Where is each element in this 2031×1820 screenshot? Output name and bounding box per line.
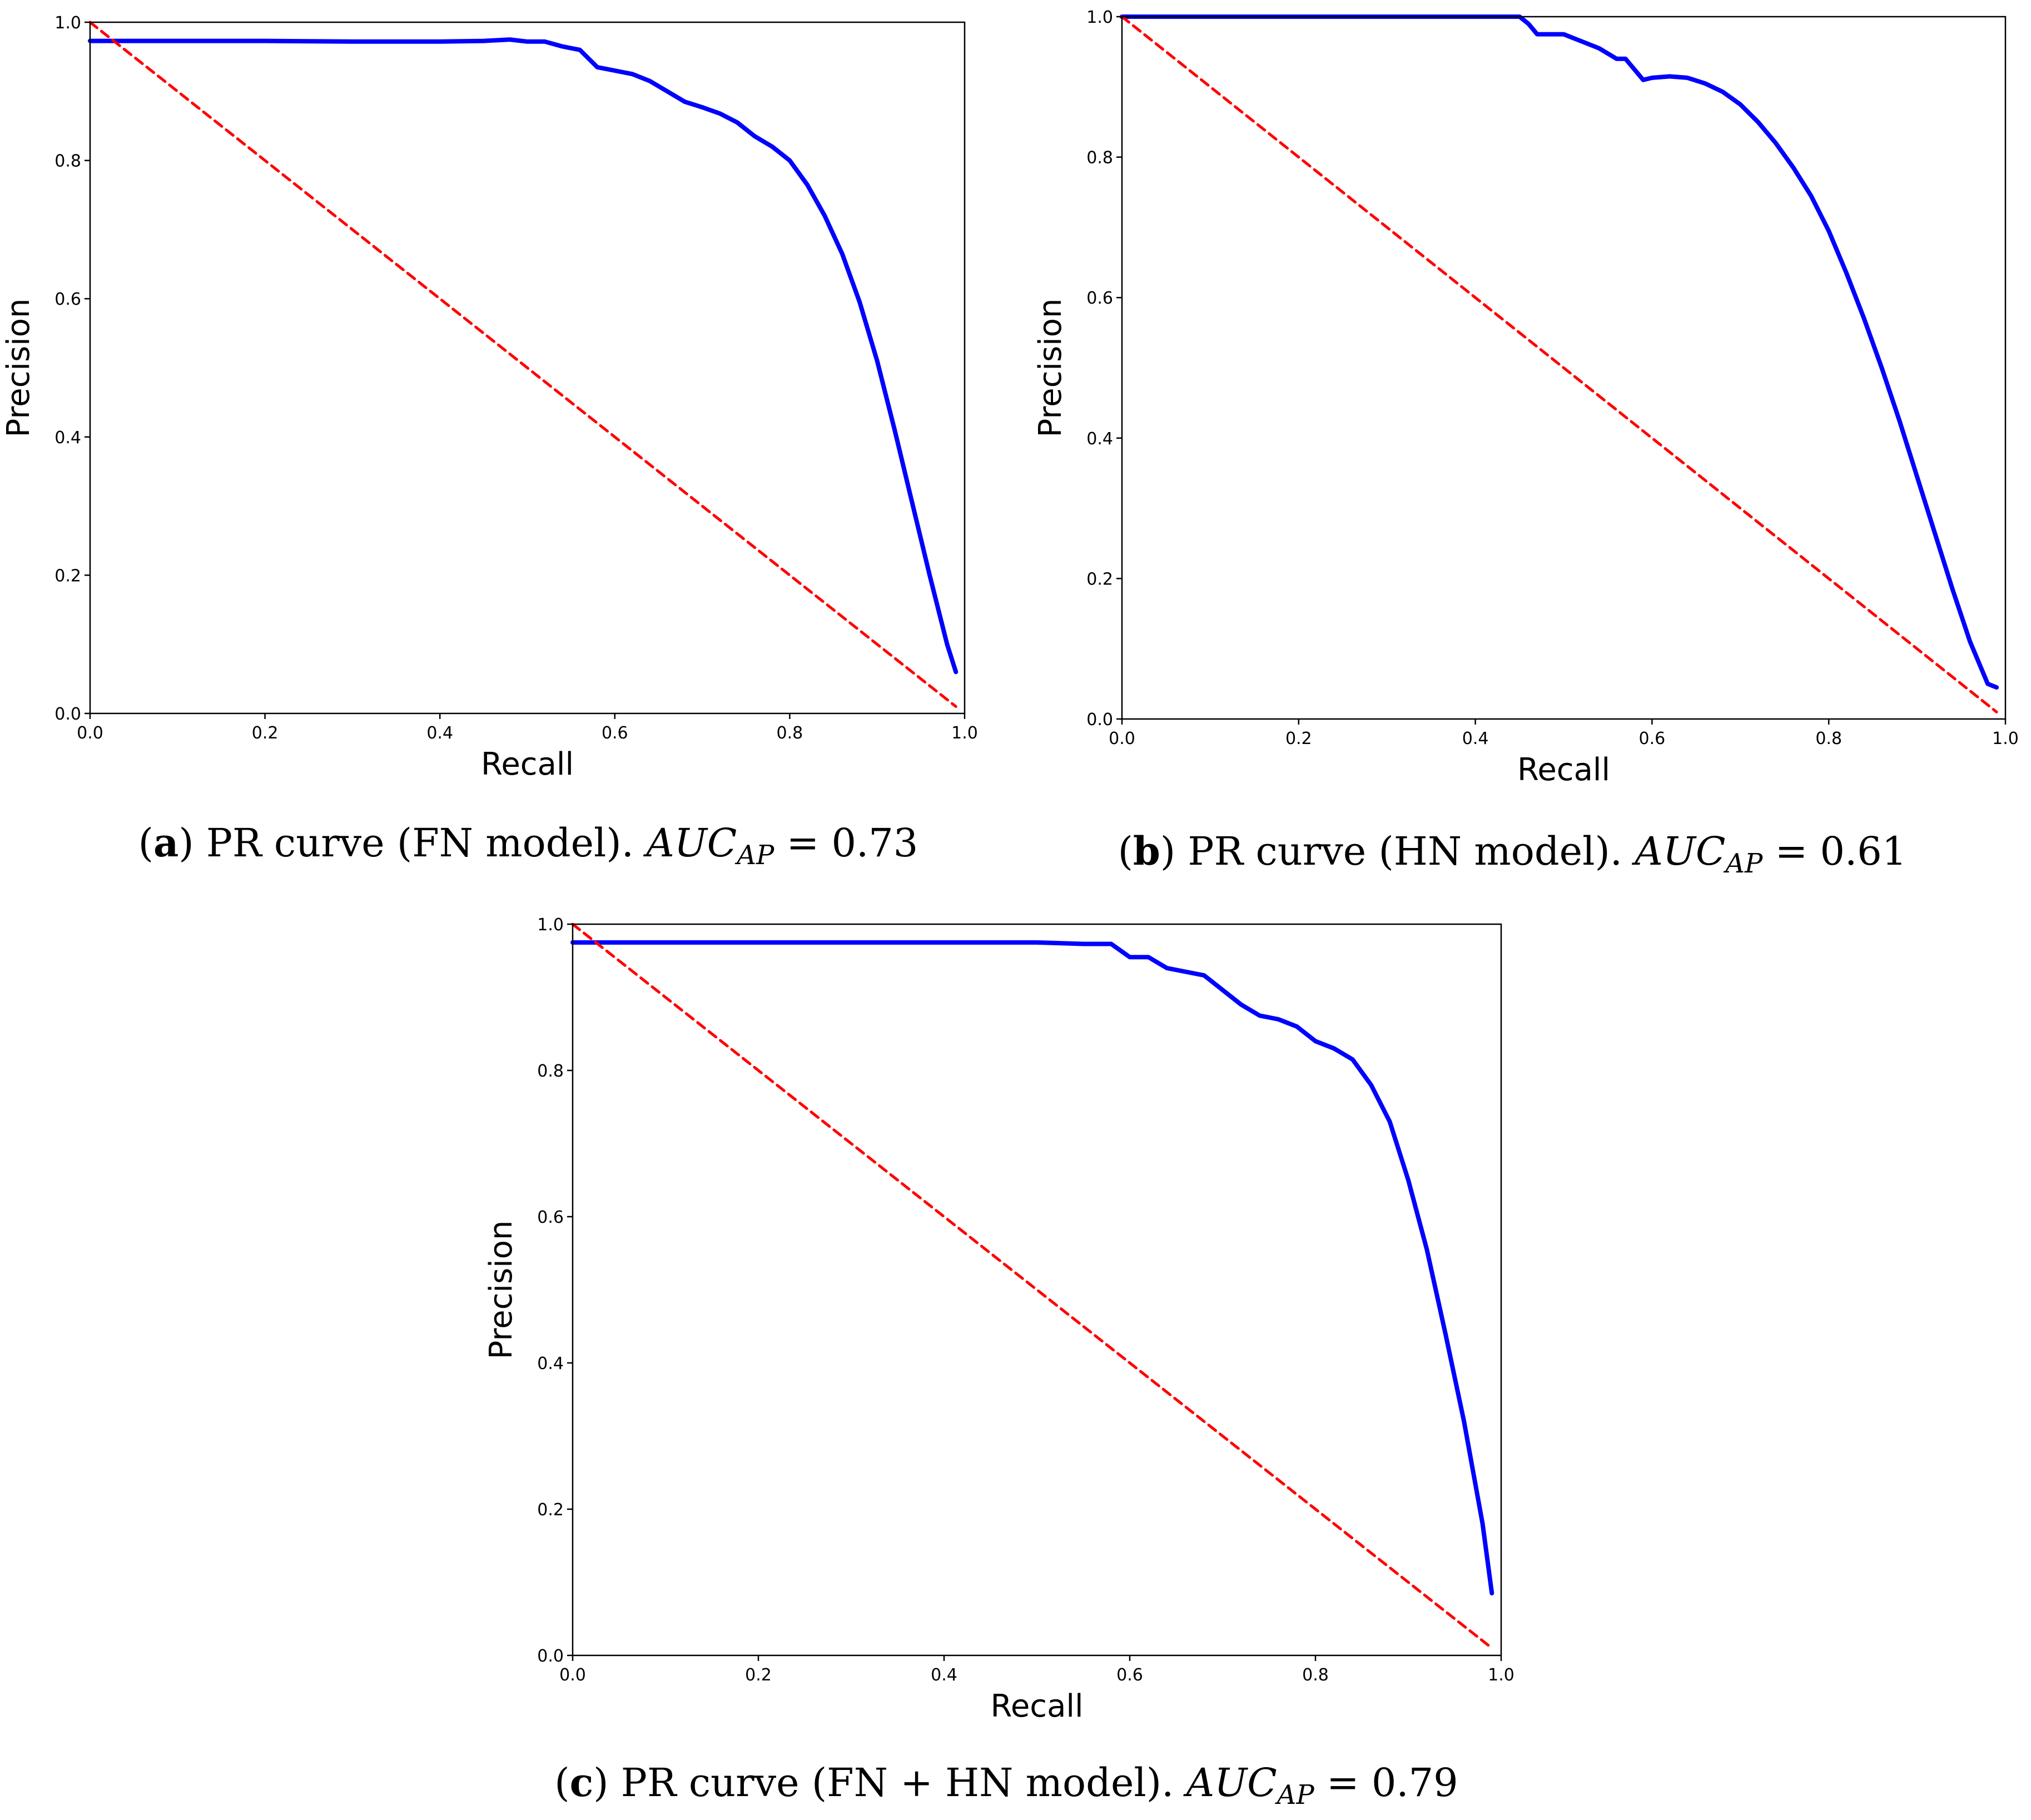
x-tick-label: 0.8: [1815, 729, 1842, 748]
caption-label: c: [570, 1759, 594, 1806]
plot-frame: [89, 21, 966, 715]
y-tick-label: 0.0: [1086, 710, 1113, 730]
caption-paren-open: (: [554, 1760, 569, 1806]
x-tick-label: 0.4: [1462, 729, 1489, 748]
baseline-line: [1120, 15, 1998, 713]
x-tick-label: 1.0: [1992, 729, 2019, 748]
baseline-line: [88, 21, 957, 708]
x-tick-label: 0.0: [559, 1665, 586, 1685]
y-tick-label: 0.0: [537, 1647, 564, 1666]
caption-metric: AUC: [643, 820, 737, 866]
y-tick-label: 0.8: [54, 152, 81, 171]
caption-equals: =: [1314, 1760, 1372, 1806]
caption-metric: AUC: [1631, 829, 1725, 874]
x-tick-label: 0.6: [1116, 1665, 1143, 1685]
caption-label: b: [1133, 828, 1160, 874]
x-tick-label: 0.8: [777, 723, 803, 743]
x-tick-label: 0.6: [602, 723, 628, 743]
x-tick-label: 0.0: [1109, 729, 1135, 748]
caption-metric-sub: AP: [1723, 848, 1763, 879]
caption: (b) PR curve (HN model). AUCAP = 0.61: [1118, 828, 1907, 879]
baseline-line: [571, 923, 1493, 1650]
x-axis-label: Recall: [481, 746, 574, 782]
x-tick-label: 0.2: [745, 1665, 772, 1685]
caption-metric: AUC: [1183, 1760, 1277, 1806]
y-tick-label: 0.2: [537, 1500, 564, 1520]
y-tick-label: 1.0: [54, 13, 81, 33]
x-tick-label: 0.4: [426, 723, 453, 743]
caption-paren-open: (: [1118, 829, 1133, 874]
y-tick-label: 0.8: [1086, 148, 1113, 168]
x-tick-label: 0.6: [1639, 729, 1666, 748]
y-tick-label: 0.4: [54, 428, 81, 448]
caption: (a) PR curve (FN model). AUCAP = 0.73: [138, 820, 918, 871]
y-axis-label: Precision: [1, 299, 37, 438]
plot-frame: [1121, 16, 2007, 720]
pr-curve-line: [88, 37, 959, 675]
caption-paren-open: (: [138, 820, 153, 866]
x-tick-label: 1.0: [951, 723, 978, 743]
y-tick-label: 1.0: [537, 915, 564, 935]
caption-text: ) PR curve (FN + HN model).: [593, 1760, 1186, 1806]
y-tick-label: 0.4: [537, 1354, 564, 1373]
y-tick-label: 0.6: [537, 1208, 564, 1227]
y-tick-label: 0.2: [54, 566, 81, 586]
y-tick-label: 0.0: [54, 705, 81, 724]
x-tick-label: 0.0: [77, 723, 103, 743]
caption-equals: =: [1762, 829, 1820, 874]
y-axis-label: Precision: [1032, 299, 1069, 438]
y-tick-label: 0.8: [537, 1062, 564, 1081]
y-axis-label: Precision: [483, 1221, 519, 1360]
caption-label: a: [153, 820, 178, 866]
y-tick-label: 0.2: [1086, 569, 1113, 589]
caption-value: 0.79: [1372, 1760, 1458, 1806]
x-tick-label: 0.8: [1302, 1665, 1329, 1685]
x-tick-label: 0.2: [1285, 729, 1312, 748]
y-tick-label: 0.6: [1086, 289, 1113, 308]
x-tick-label: 0.2: [252, 723, 279, 743]
caption-text: ) PR curve (FN model).: [178, 820, 646, 866]
x-tick-label: 1.0: [1488, 1665, 1514, 1685]
panel-a: 0.00.0 0.2 0.2 0.4 0.4 0.6 0.6 0.8 0.8 1.0 1.0 Reca…: [1, 13, 978, 871]
x-axis-label: Recall: [990, 1688, 1083, 1724]
panel-b: 0.00.0 0.2 0.2 0.4 0.4 0.6 0.6 0.8 0.8 1.0 1.0 Reca…: [1032, 8, 2019, 879]
caption-text: ) PR curve (HN model).: [1160, 829, 1635, 874]
y-tick-label: 0.6: [54, 290, 81, 309]
pr-curve-line: [570, 940, 1494, 1596]
pr-curve-line: [1120, 14, 1999, 690]
y-tick-label: 0.4: [1086, 429, 1113, 449]
x-axis-label: Recall: [1517, 752, 1610, 788]
caption-equals: =: [774, 820, 831, 866]
caption-metric-sub: AP: [734, 840, 774, 871]
caption: (c) PR curve (FN + HN model). AUCAP = 0.…: [554, 1759, 1458, 1811]
y-tick-label: 1.0: [1086, 8, 1113, 27]
caption-value: 0.73: [831, 820, 918, 866]
plot-frame: [572, 923, 1502, 1657]
x-tick-label: 0.4: [931, 1665, 957, 1685]
panel-c: 0.00.0 0.2 0.2 0.4 0.4 0.6 0.6 0.8 0.8 1.0 1.0 Reca…: [483, 915, 1514, 1811]
caption-metric-sub: AP: [1275, 1779, 1315, 1811]
caption-value: 0.61: [1820, 829, 1907, 874]
